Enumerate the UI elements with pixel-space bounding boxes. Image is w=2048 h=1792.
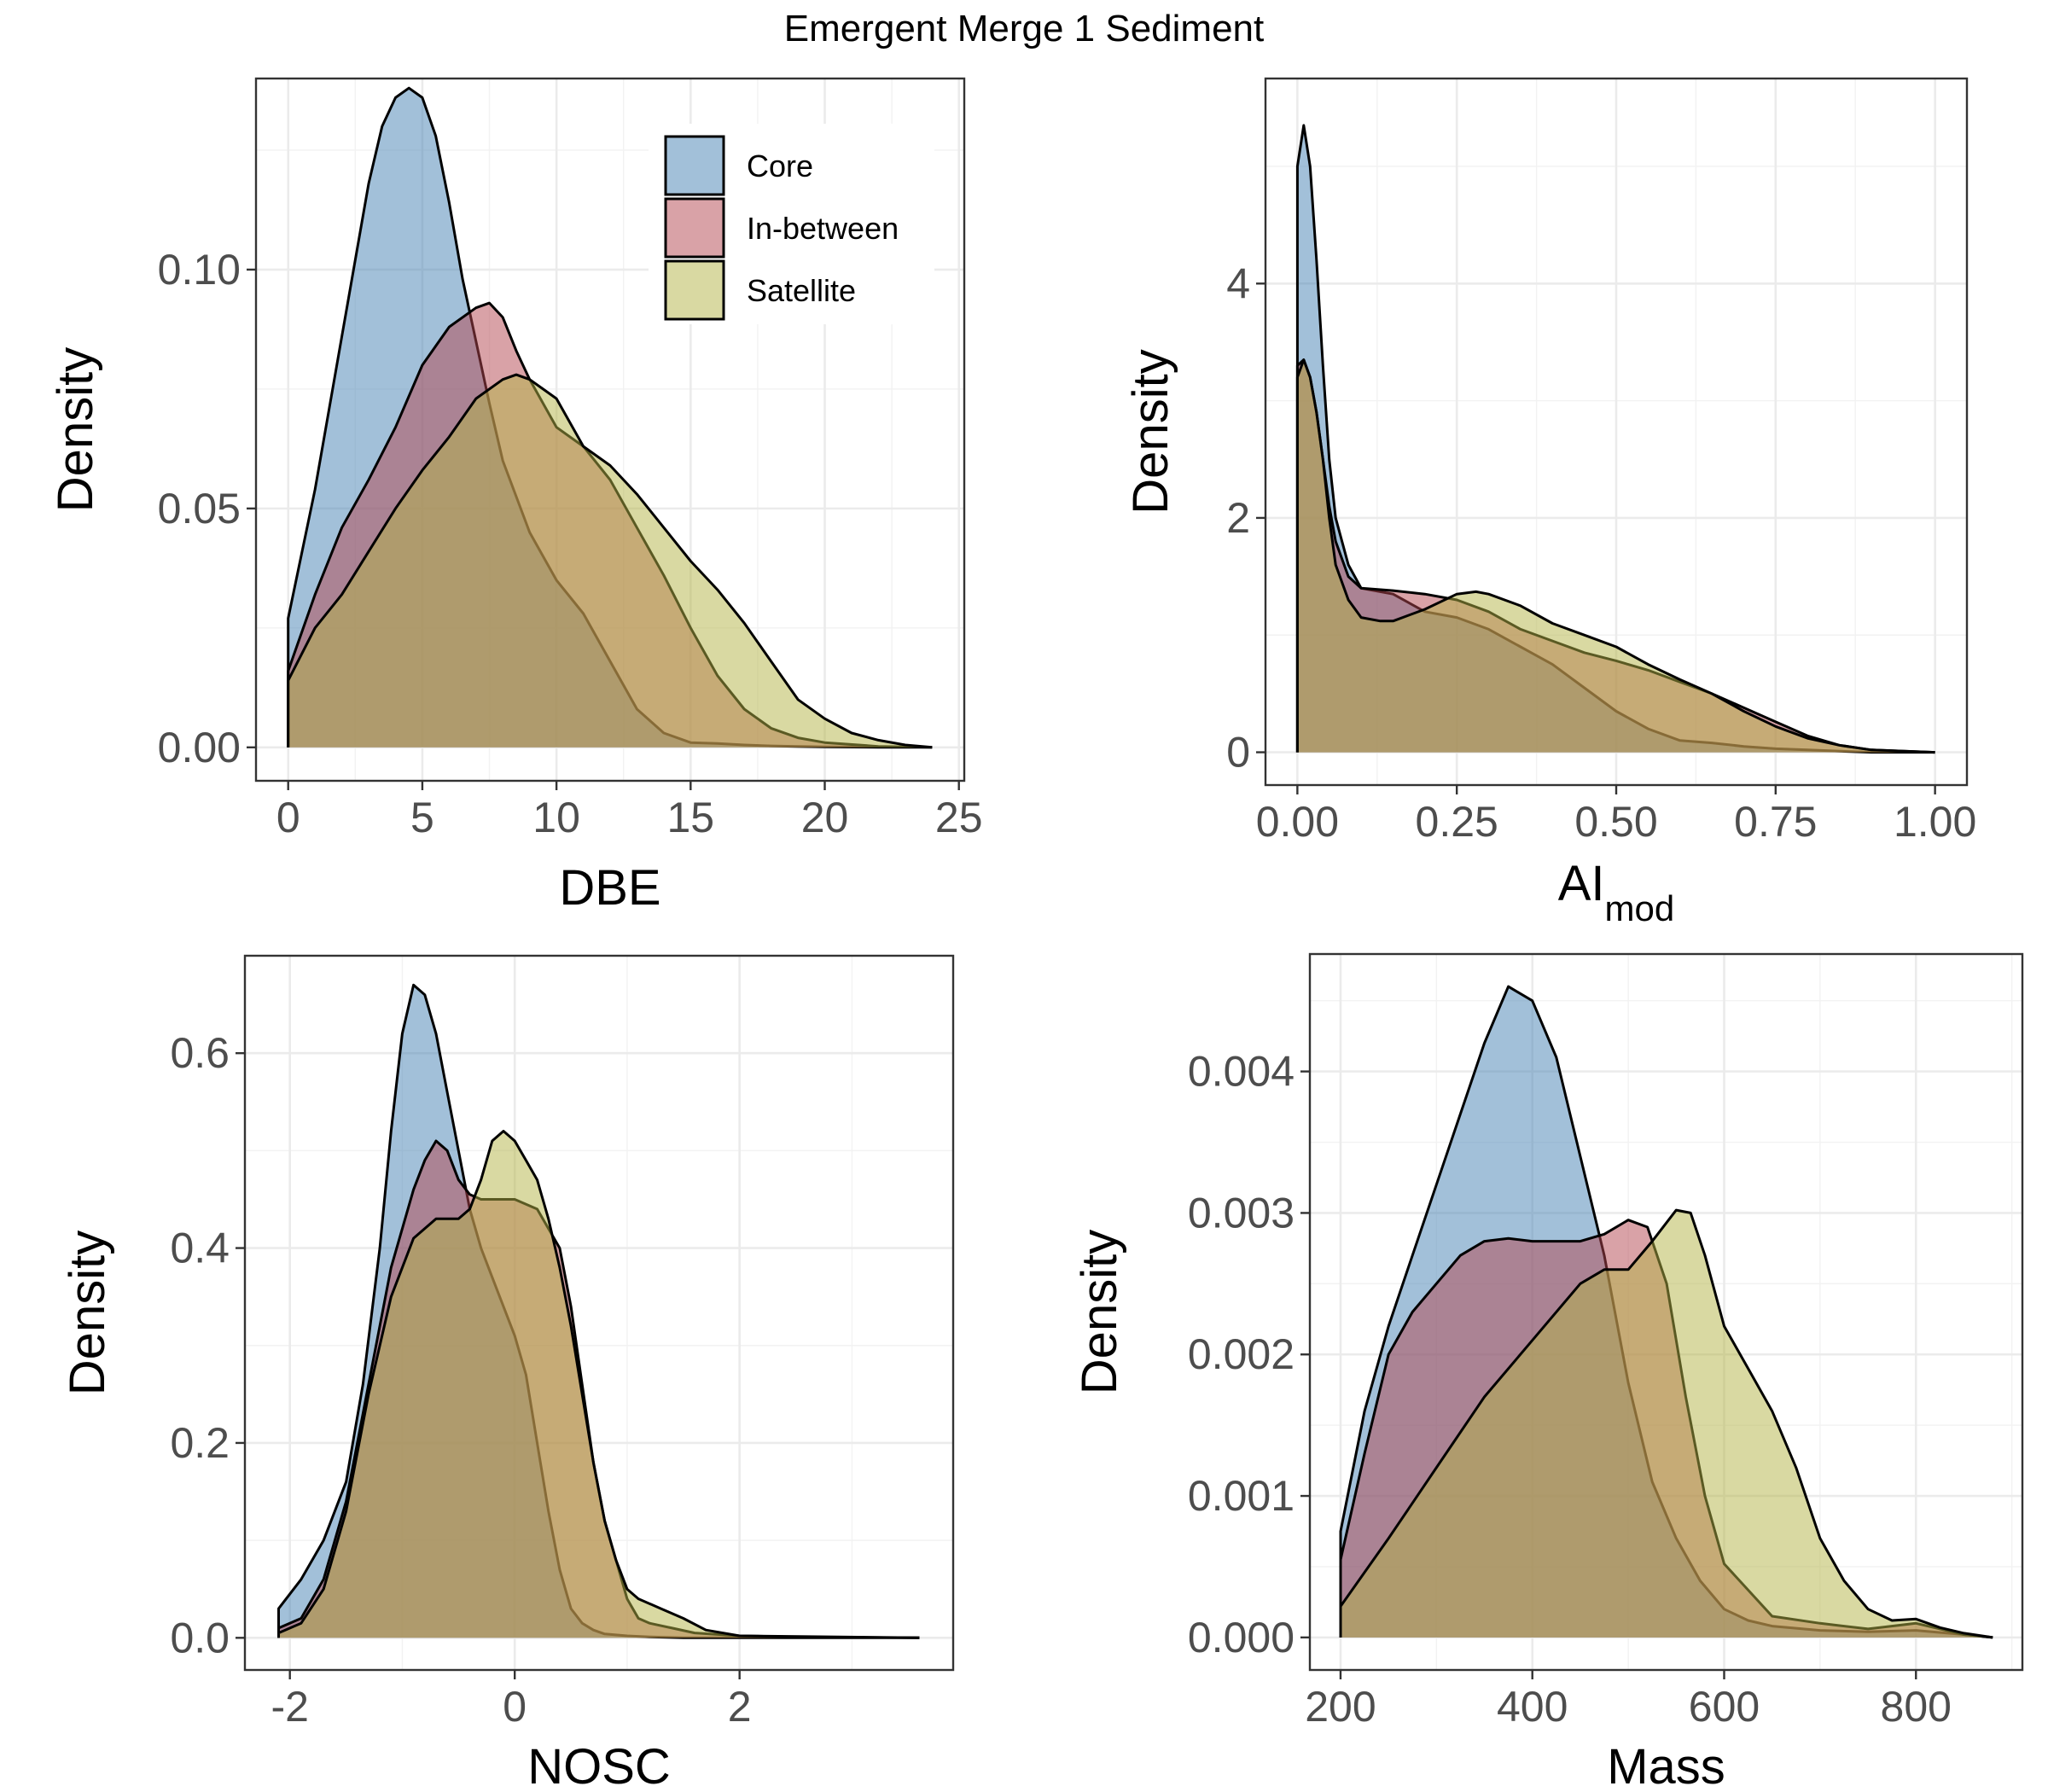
panel-aimod: 0.00 0.25 0.50 0.75 1.00 0 2 4 AImod Density	[1123, 77, 1976, 928]
x-axis-title: AImod	[1558, 856, 1675, 928]
y-tick-label: 0.0	[170, 1614, 230, 1661]
y-tick-label: 0.00	[158, 724, 241, 771]
density-area-satellite	[277, 1130, 920, 1639]
panel-nosc: -2 0 2 0.0 0.2 0.4 0.6 NOSC Density	[60, 954, 955, 1792]
x-tick-label: 0.25	[1416, 798, 1498, 846]
y-tick-label: 2	[1226, 494, 1250, 542]
density-areas	[277, 983, 920, 1639]
x-tick-label: 25	[935, 794, 983, 841]
x-tick-label: 2	[728, 1683, 752, 1731]
x-tick-label: 15	[667, 794, 715, 841]
density-area-satellite	[1339, 1208, 1993, 1639]
y-axis-title: Density	[60, 1231, 115, 1395]
y-tick-label: 0.003	[1188, 1189, 1295, 1236]
y-tick-label: 0.2	[170, 1419, 230, 1467]
y-tick-label: 0.004	[1188, 1048, 1295, 1096]
axis-ticks: 0 5 10 15 20 25 0.00 0.05 0.10	[158, 246, 983, 841]
panel-mass: 200 400 600 800 0.000 0.001 0.002 0.003 0.004 Mas…	[1072, 952, 2024, 1792]
x-tick-label: 600	[1689, 1683, 1760, 1731]
y-tick-label: 0.6	[170, 1029, 230, 1077]
y-tick-label: 0	[1226, 729, 1250, 777]
x-tick-label: 10	[532, 794, 580, 841]
density-area-satellite	[287, 373, 933, 749]
x-tick-label: 1.00	[1894, 798, 1976, 846]
x-axis-title: Mass	[1607, 1739, 1725, 1792]
x-tick-label: 400	[1497, 1683, 1568, 1731]
x-axis-title: NOSC	[527, 1739, 671, 1792]
axis-ticks: 0.00 0.25 0.50 0.75 1.00 0 2 4	[1226, 259, 1976, 846]
density-areas	[1295, 124, 1935, 754]
legend-key-in-between	[664, 197, 725, 259]
x-tick-label: 0	[276, 794, 300, 841]
x-tick-label: 0.00	[1256, 798, 1339, 846]
legend: Core In-between Satellite	[649, 124, 934, 324]
legend-label-core: Core	[747, 148, 813, 183]
y-tick-label: 0.4	[170, 1225, 230, 1272]
y-tick-label: 0.000	[1188, 1614, 1295, 1661]
y-axis-title: Density	[1072, 1230, 1127, 1394]
y-axis-title: Density	[1123, 349, 1178, 514]
y-tick-label: 0.002	[1188, 1330, 1295, 1378]
legend-key-core	[664, 135, 725, 196]
axis-ticks: 200 400 600 800 0.000 0.001 0.002 0.003 0.004	[1188, 1048, 1952, 1731]
x-tick-label: 800	[1881, 1683, 1952, 1731]
x-tick-label: 5	[410, 794, 434, 841]
x-tick-label: 0.50	[1574, 798, 1657, 846]
x-tick-label: -2	[271, 1683, 308, 1731]
legend-key-satellite	[664, 259, 725, 321]
x-tick-label: 20	[801, 794, 849, 841]
y-tick-label: 4	[1226, 259, 1250, 307]
panel-border	[243, 954, 955, 1672]
y-axis-title: Density	[48, 347, 103, 512]
x-tick-label: 0.75	[1734, 798, 1817, 846]
density-areas	[287, 86, 933, 749]
x-axis-title: DBE	[559, 860, 660, 916]
density-area-satellite	[1295, 358, 1935, 754]
x-tick-label: 0	[503, 1683, 527, 1731]
panels: 0 5 10 15 20 250.000.050.10DBEDensityCoreIn-b…	[48, 77, 2024, 1792]
y-tick-label: 0.10	[158, 246, 241, 294]
panel-border	[254, 77, 966, 783]
y-tick-label: 0.001	[1188, 1472, 1295, 1520]
figure-title: Emergent Merge 1 Sediment	[784, 8, 1265, 49]
panel-dbe: 0 5 10 15 20 25 0.00 0.05 0.10 DBE Density Core In-b…	[48, 77, 983, 916]
legend-label-in-between: In-between	[747, 211, 899, 246]
axis-ticks: -2 0 2 0.0 0.2 0.4 0.6	[170, 1029, 751, 1731]
legend-label-satellite: Satellite	[747, 273, 856, 308]
panel-border	[1308, 952, 2024, 1672]
density-areas	[1339, 985, 1993, 1639]
x-axis-title-subscript: mod	[1605, 888, 1675, 928]
y-tick-label: 0.05	[158, 485, 241, 532]
x-tick-label: 200	[1305, 1683, 1376, 1731]
